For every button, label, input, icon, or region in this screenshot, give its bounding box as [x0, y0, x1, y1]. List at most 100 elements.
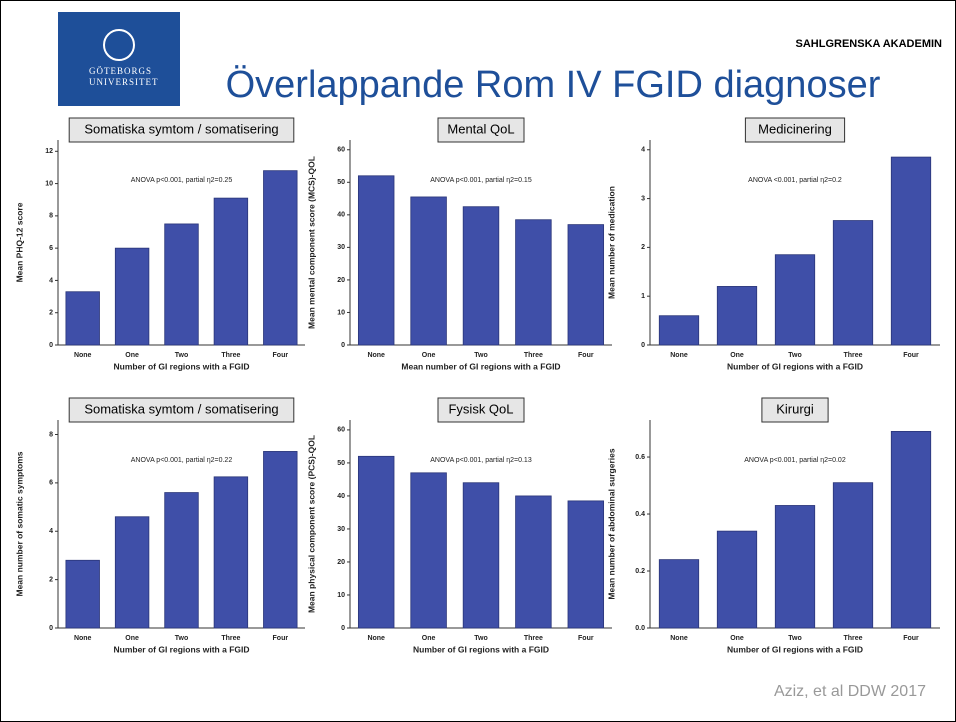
x-tick-label: Four: [273, 352, 289, 359]
title-box: [68, 397, 295, 423]
x-axis-label: Number of GI regions with a FGID: [727, 644, 863, 654]
y-tick-label: 10: [337, 592, 345, 599]
y-tick-label: 10: [337, 309, 345, 316]
bar: [567, 500, 605, 629]
x-tick-label: Two: [175, 635, 188, 642]
annotation: ANOVA <0.001, partial η2=0.2: [748, 177, 842, 184]
x-tick-label: Three: [843, 635, 862, 642]
x-tick-label: Three: [221, 352, 240, 359]
y-tick-label: 0: [341, 625, 345, 632]
y-tick-label: 6: [49, 480, 53, 487]
bar: [716, 286, 758, 346]
y-tick-label: 1: [641, 293, 645, 300]
title-box: [437, 117, 525, 143]
bar: [263, 170, 298, 346]
x-axis-label: Number of GI regions with a FGID: [113, 361, 249, 371]
x-tick-label: None: [74, 352, 92, 359]
y-tick-label: 30: [337, 526, 345, 533]
footer: Aziz, et al DDW 2017: [774, 683, 926, 700]
chart-title: Mental QoL: [447, 121, 514, 136]
bar: [716, 530, 758, 629]
y-axis-label: Mean number of abdominal surgeries: [606, 448, 616, 599]
chart-title: Fysisk QoL: [448, 401, 513, 416]
bar: [65, 559, 100, 629]
chart-title: Somatiska symtom / somatisering: [84, 121, 278, 136]
title-box: [68, 117, 295, 143]
institution: SAHLGRENSKA AKADEMIN: [796, 38, 943, 50]
bar: [515, 495, 552, 629]
bar: [164, 492, 199, 629]
x-tick-label: Four: [903, 352, 919, 359]
bar: [263, 451, 298, 629]
x-tick-label: One: [730, 635, 744, 642]
y-tick-label: 0.2: [635, 568, 645, 575]
bar: [832, 482, 874, 629]
y-tick-label: 2: [641, 244, 645, 251]
y-tick-label: 0.0: [635, 625, 645, 632]
annotation: ANOVA p<0.001, partial η2=0.13: [430, 457, 532, 464]
logo-text-box: GÖTEBORGS UNIVERSITET: [89, 66, 159, 87]
y-tick-label: 20: [337, 277, 345, 284]
y-tick-label: 0: [49, 625, 53, 632]
y-axis-label: Mean mental component score (MCS)-QOL: [306, 156, 316, 329]
y-tick-label: 4: [641, 147, 645, 154]
y-tick-label: 50: [337, 179, 345, 186]
title-box: [761, 397, 829, 423]
y-axis-label: Mean physical component score (PCS)-QOL: [306, 435, 316, 613]
y-tick-label: 2: [49, 310, 53, 317]
bar: [890, 156, 932, 346]
bar: [890, 430, 932, 629]
bar: [567, 224, 605, 346]
x-tick-label: One: [125, 635, 139, 642]
x-tick-label: None: [670, 635, 688, 642]
chart-title: Somatiska symtom / somatisering: [84, 401, 278, 416]
y-tick-label: 0: [341, 342, 345, 349]
y-tick-label: 50: [337, 460, 345, 467]
title-box: [744, 117, 846, 143]
bar: [65, 291, 100, 346]
bar: [410, 196, 447, 346]
x-tick-label: Four: [578, 352, 594, 359]
bar: [515, 219, 552, 346]
x-tick-label: One: [125, 352, 139, 359]
x-tick-label: None: [670, 352, 688, 359]
y-tick-label: 4: [49, 277, 53, 284]
x-tick-label: Two: [788, 352, 801, 359]
chart-title: Medicinering: [758, 121, 832, 136]
y-tick-label: 8: [49, 431, 53, 438]
logo-text: GÖTEBORGS UNIVERSITET: [89, 66, 159, 87]
bar: [410, 472, 447, 629]
annotation: ANOVA p<0.001, partial η2=0.22: [131, 457, 233, 464]
bar: [774, 254, 816, 346]
annotation: ANOVA p<0.001, partial η2=0.15: [430, 177, 532, 184]
y-tick-label: 10: [45, 180, 53, 187]
y-tick-label: 6: [49, 245, 53, 252]
bar: [774, 505, 816, 629]
y-tick-label: 20: [337, 559, 345, 566]
x-tick-label: Three: [524, 635, 543, 642]
slide-title: Överlappande Rom IV FGID diagnoser: [226, 64, 881, 106]
annotation: ANOVA p<0.001, partial η2=0.02: [744, 457, 846, 464]
x-tick-label: Two: [474, 635, 487, 642]
bar: [658, 315, 700, 346]
y-tick-label: 0: [641, 342, 645, 349]
y-axis-label: Mean PHQ-12 score: [14, 202, 24, 282]
bar: [462, 482, 500, 629]
x-axis-label: Mean number of GI regions with a FGID: [401, 361, 560, 371]
y-tick-label: 60: [337, 147, 345, 154]
bar: [213, 476, 249, 629]
title-box: [437, 397, 525, 423]
y-tick-label: 60: [337, 427, 345, 434]
y-tick-label: 30: [337, 244, 345, 251]
bar: [462, 206, 500, 346]
bar: [213, 197, 249, 346]
y-tick-label: 0: [49, 342, 53, 349]
x-tick-label: Three: [221, 635, 240, 642]
x-tick-label: One: [422, 635, 436, 642]
y-tick-label: 40: [337, 493, 345, 500]
chart-title: Kirurgi: [776, 401, 814, 416]
y-tick-label: 0.4: [635, 511, 645, 518]
y-tick-label: 4: [49, 528, 53, 535]
x-tick-label: Two: [788, 635, 801, 642]
